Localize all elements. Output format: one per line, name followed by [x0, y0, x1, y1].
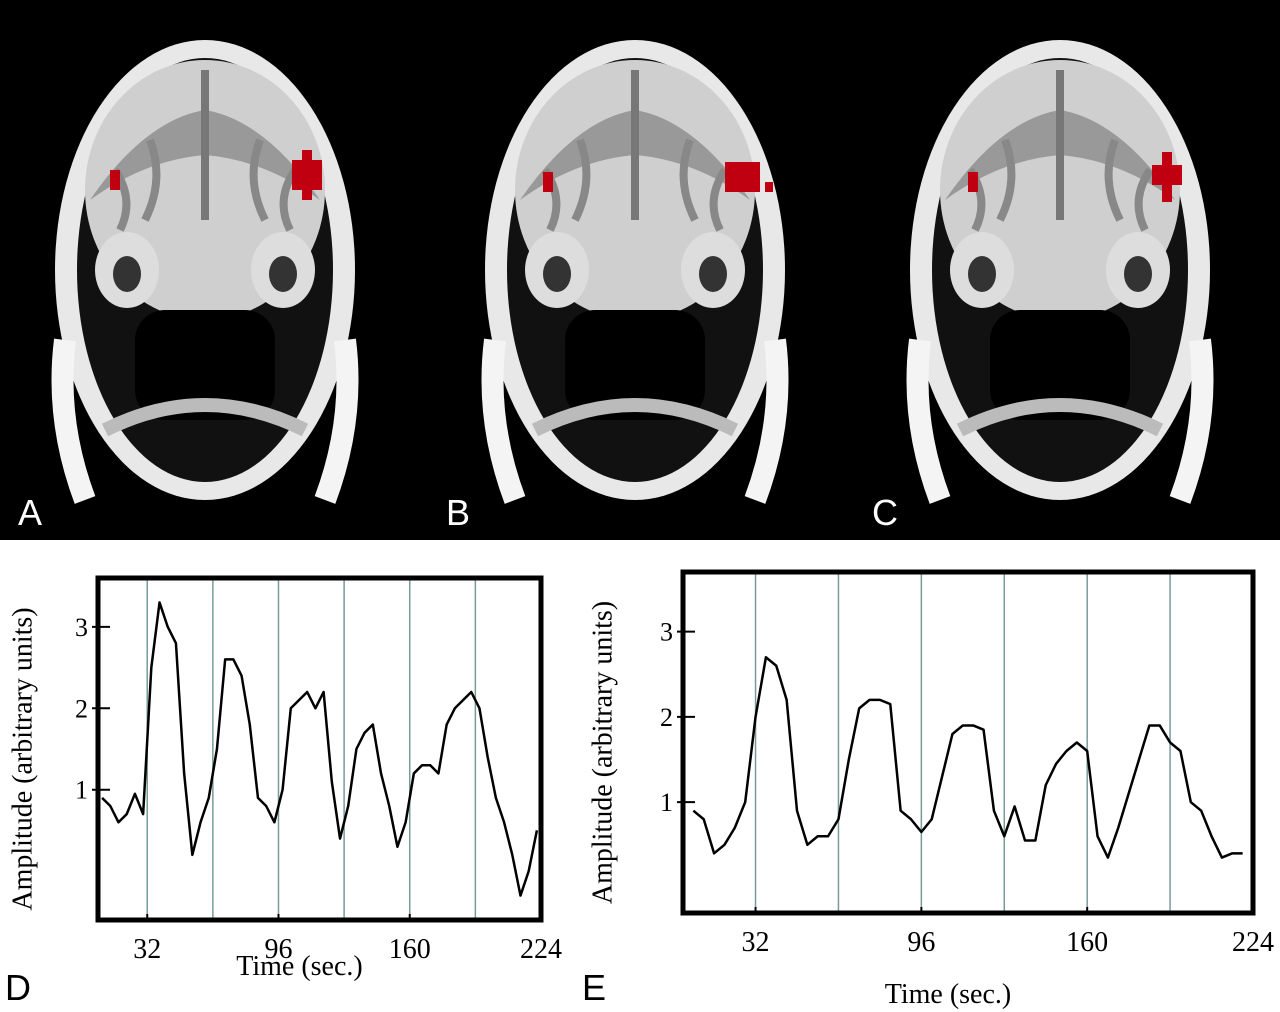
y-tick-label: 3 — [660, 618, 673, 647]
panel-label: D — [5, 967, 31, 1008]
x-tick-label: 224 — [1232, 927, 1274, 958]
x-tick-label: 32 — [133, 934, 161, 965]
panel-label: C — [872, 492, 898, 533]
mri-slice — [485, 40, 785, 500]
x-tick-label: 224 — [520, 934, 562, 965]
y-tick-label: 2 — [660, 703, 673, 732]
y-axis-label: Amplitude (arbitrary units) — [7, 607, 38, 910]
x-axis-label: Time (sec.) — [236, 951, 363, 982]
y-tick-label: 2 — [75, 694, 88, 723]
x-tick-label: 96 — [264, 934, 292, 965]
mri-slice — [910, 40, 1210, 500]
plot-frame — [95, 575, 544, 923]
data-line — [692, 656, 1243, 859]
y-tick-label: 3 — [75, 613, 88, 642]
x-tick-label: 32 — [742, 927, 770, 958]
x-tick-label: 160 — [389, 934, 431, 965]
mri-slice — [55, 40, 355, 500]
x-axis-label: Time (sec.) — [885, 979, 1012, 1010]
y-axis-label: Amplitude (arbitrary units) — [587, 601, 618, 904]
plot-frame — [680, 569, 1256, 916]
panel-label: B — [446, 492, 470, 533]
y-tick-label: 1 — [75, 776, 88, 805]
data-line — [101, 601, 539, 897]
panel-label: A — [18, 492, 42, 533]
panel-label: E — [582, 967, 606, 1008]
x-tick-label: 96 — [907, 927, 935, 958]
y-tick-label: 1 — [660, 788, 673, 817]
x-tick-label: 160 — [1066, 927, 1108, 958]
